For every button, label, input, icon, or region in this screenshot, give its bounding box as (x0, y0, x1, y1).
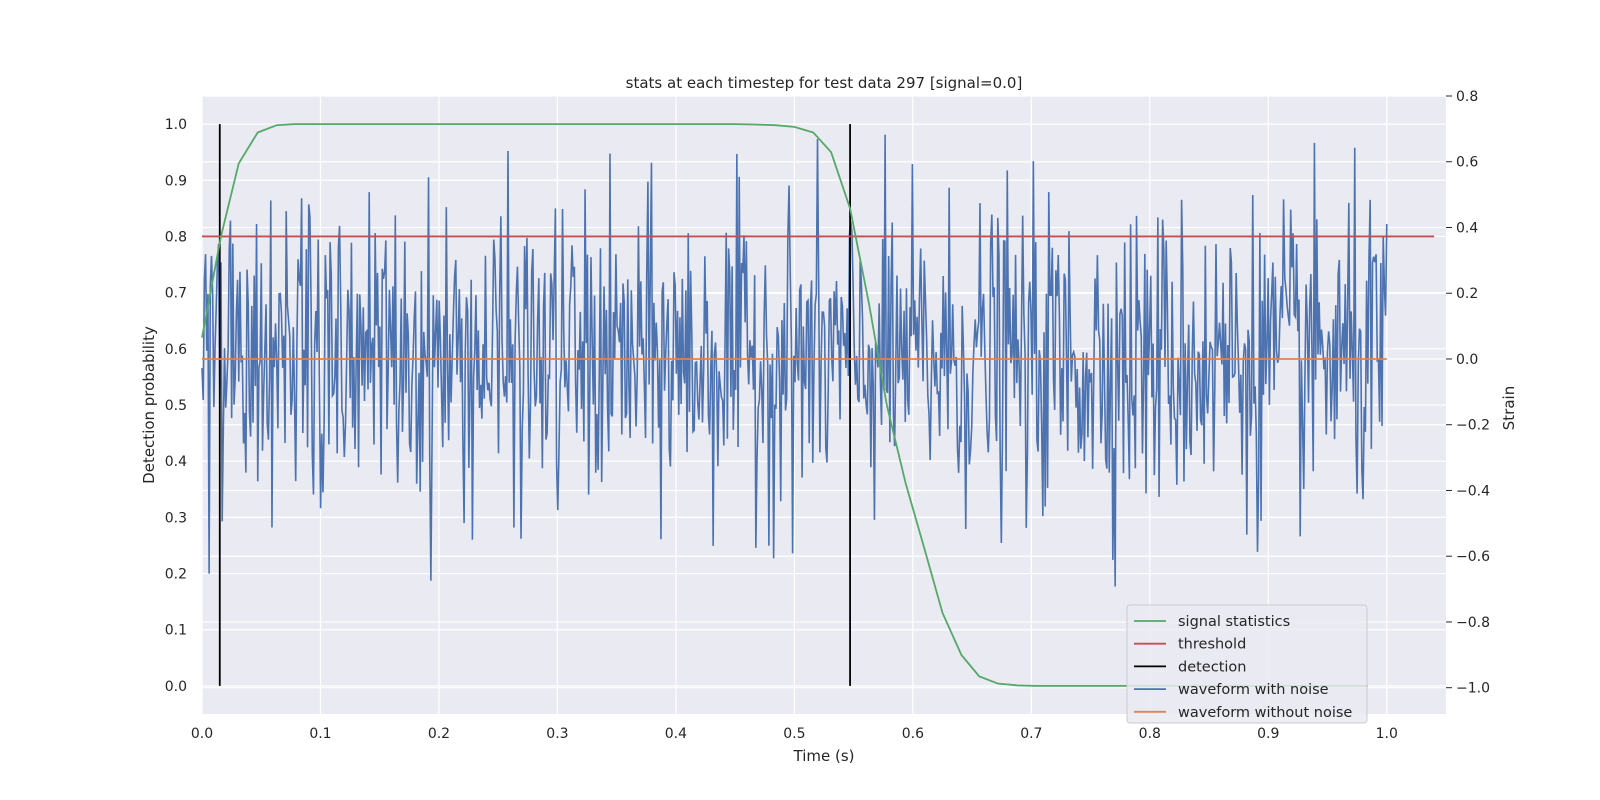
x-tick-label: 0.6 (902, 726, 924, 742)
legend-label-waveform-with-noise: waveform with noise (1178, 682, 1329, 698)
series-signal-statistics (201, 123, 1368, 687)
x-axis-ticks: 0.0 0.1 0.2 0.3 0.4 0.5 0.6 0.7 0.8 0.9 1.0 (191, 726, 1398, 742)
left-tick-label: 0.7 (165, 286, 187, 302)
left-tick-label: 1.0 (165, 117, 187, 133)
left-tick-label: 0.2 (165, 567, 187, 583)
left-axis-label: Detection probability (140, 326, 158, 484)
x-tick-label: 0.2 (428, 726, 450, 742)
legend-label-detection: detection (1178, 659, 1246, 675)
x-tick-label: 0.5 (783, 726, 805, 742)
x-tick-label: 0.0 (191, 726, 213, 742)
right-tick-label: 0.2 (1456, 286, 1478, 302)
x-tick-label: 0.8 (1139, 726, 1161, 742)
left-tick-label: 0.8 (165, 229, 187, 245)
right-tick-label: −0.6 (1456, 549, 1490, 565)
legend-label-signal-statistics: signal statistics (1178, 614, 1290, 630)
x-tick-label: 0.4 (665, 726, 687, 742)
legend-label-threshold: threshold (1178, 637, 1246, 653)
right-tick-label: −0.4 (1456, 483, 1490, 499)
right-tick-label: −0.2 (1456, 418, 1490, 434)
right-axis-ticks: −1.0 −0.8 −0.6 −0.4 −0.2 0.0 0.2 0.4 0.6 0.8 (1446, 89, 1490, 697)
x-tick-label: 0.1 (309, 726, 331, 742)
chart-title: stats at each timestep for test data 297… (626, 74, 1023, 92)
right-tick-label: 0.0 (1456, 352, 1478, 368)
legend-label-waveform-without-noise: waveform without noise (1178, 705, 1352, 721)
left-tick-label: 0.1 (165, 623, 187, 639)
x-tick-label: 1.0 (1376, 726, 1398, 742)
x-tick-label: 0.7 (1020, 726, 1042, 742)
right-tick-label: 0.8 (1456, 89, 1478, 105)
right-tick-label: 0.4 (1456, 220, 1478, 236)
right-tick-label: −1.0 (1456, 681, 1490, 697)
left-tick-label: 0.4 (165, 454, 187, 470)
series-waveform-with-noise (201, 134, 1388, 587)
legend-box (1126, 604, 1368, 724)
left-tick-label: 0.6 (165, 342, 187, 358)
legend: signal statistics threshold detection wavef… (1126, 604, 1368, 724)
x-tick-label: 0.9 (1257, 726, 1279, 742)
left-tick-label: 0.5 (165, 398, 187, 414)
left-tick-label: 0.3 (165, 510, 187, 526)
left-tick-label: 0.9 (165, 173, 187, 189)
x-tick-label: 0.3 (546, 726, 568, 742)
series-layer (201, 123, 1435, 687)
x-axis-label: Time (s) (793, 747, 855, 765)
right-axis-label: Strain (1500, 386, 1518, 430)
right-tick-label: 0.6 (1456, 155, 1478, 171)
left-tick-label: 0.0 (165, 679, 187, 695)
left-axis-ticks: 0.0 0.1 0.2 0.3 0.4 0.5 0.6 0.7 0.8 0.9 1.0 (165, 117, 187, 695)
right-tick-label: −0.8 (1456, 615, 1490, 631)
